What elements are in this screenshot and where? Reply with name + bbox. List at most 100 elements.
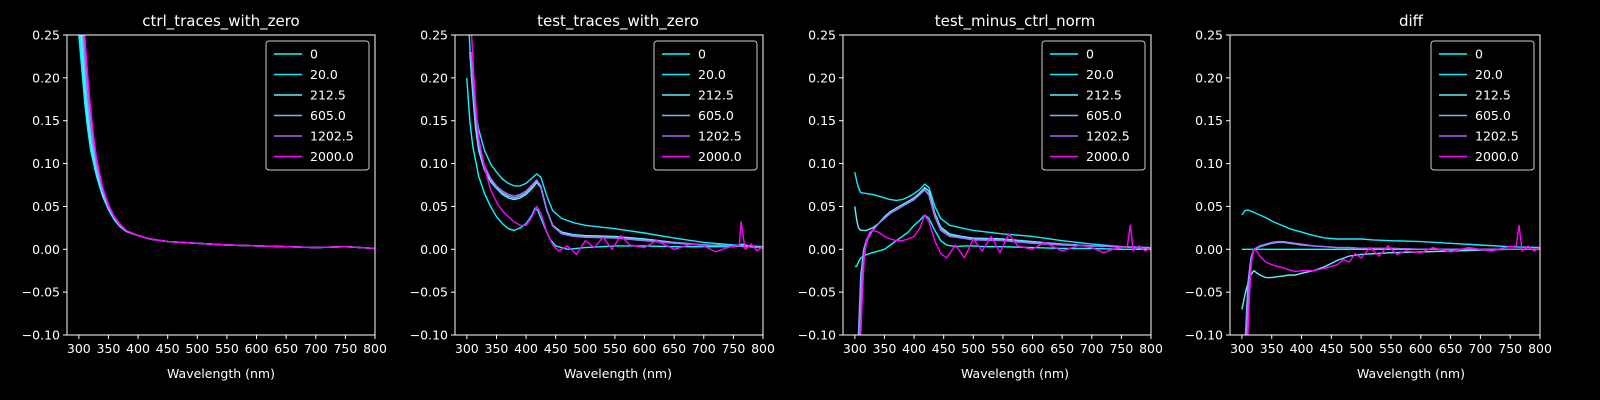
panel-3-xtick-label: 550 bbox=[991, 341, 1015, 356]
panel-3-ytick-label: 0.00 bbox=[808, 242, 836, 257]
panel-2-ytick-label: −0.05 bbox=[410, 285, 448, 300]
panel-3-series-5-line bbox=[860, 214, 1151, 335]
panel-1-ytick-label: 0.25 bbox=[32, 28, 60, 43]
panel-3-series-0-line bbox=[854, 214, 1151, 268]
panel-1-xtick-label: 600 bbox=[245, 341, 269, 356]
panel-1-xtick-label: 750 bbox=[333, 341, 357, 356]
panel-4-ytick-label: 0.10 bbox=[1195, 156, 1223, 171]
panel-4-ytick-label: 0.05 bbox=[1195, 199, 1223, 214]
panel-3-legend-label: 605.0 bbox=[1086, 108, 1122, 123]
panel-2-series-5-line bbox=[470, 35, 763, 256]
panel-4-legend: 0 20.0 212.5 605.0 1202.5 2000.0 bbox=[1430, 40, 1535, 171]
panel-3-legend-label: 20.0 bbox=[1086, 67, 1114, 82]
panel-4-xtick-label: 500 bbox=[1349, 341, 1373, 356]
panel-4-xlabel: Wavelength (nm) bbox=[1357, 366, 1465, 381]
panel-4-legend-label: 20.0 bbox=[1475, 67, 1503, 82]
panel-3-xtick-label: 300 bbox=[843, 341, 867, 356]
panel-1-xtick-label: 350 bbox=[97, 341, 121, 356]
panel-3-xtick-label: 750 bbox=[1109, 341, 1133, 356]
panel-3-series-2-line bbox=[854, 186, 1151, 250]
panel-4: diff Wavelength (nm) 300 350 400 450 500 550 6… bbox=[1185, 12, 1552, 381]
panel-4-xtick-label: 450 bbox=[1319, 341, 1343, 356]
panel-3-title: test_minus_ctrl_norm bbox=[935, 12, 1096, 31]
panel-1-ytick-label: 0.00 bbox=[32, 242, 60, 257]
panel-4-ytick-label: −0.10 bbox=[1185, 328, 1223, 343]
panel-4-legend-box bbox=[1430, 40, 1535, 171]
panel-2-legend-label: 605.0 bbox=[698, 108, 734, 123]
panel-1-ytick-label: 0.20 bbox=[32, 70, 60, 85]
panel-2-xtick-label: 350 bbox=[485, 341, 509, 356]
panel-1-ytick-label: −0.05 bbox=[22, 285, 60, 300]
panel-1-xtick-label: 450 bbox=[156, 341, 180, 356]
panel-1-xtick-label: 500 bbox=[185, 341, 209, 356]
panel-2-xlabel: Wavelength (nm) bbox=[564, 366, 672, 381]
panel-1-legend-label: 605.0 bbox=[310, 108, 346, 123]
panel-3: test_minus_ctrl_norm Wavelength (nm) 300… bbox=[798, 12, 1163, 381]
panel-4-legend-label: 2000.0 bbox=[1475, 149, 1519, 164]
panel-4-series-5-line bbox=[1247, 224, 1540, 335]
panel-1-xtick-label: 700 bbox=[304, 341, 328, 356]
panel-4-legend-label: 212.5 bbox=[1475, 88, 1511, 103]
panel-2-xtick-label: 750 bbox=[721, 341, 745, 356]
panel-1-ytick-label: 0.10 bbox=[32, 156, 60, 171]
panel-2-series-0-line bbox=[466, 77, 763, 251]
panel-4-xtick-label: 800 bbox=[1528, 341, 1552, 356]
panel-4-xtick-label: 650 bbox=[1439, 341, 1463, 356]
panel-1-ytick-label: −0.10 bbox=[22, 328, 60, 343]
panel-4-ytick-label: 0.00 bbox=[1195, 242, 1223, 257]
panel-1-xtick-label: 550 bbox=[215, 341, 239, 356]
panel-3-xlabel: Wavelength (nm) bbox=[961, 366, 1069, 381]
panel-3-series-1-line bbox=[854, 171, 1151, 249]
panel-2-ytick-label: −0.10 bbox=[410, 328, 448, 343]
panel-2-series-1-line bbox=[468, 35, 763, 248]
panel-1-ytick-label: 0.05 bbox=[32, 199, 60, 214]
panel-2-xtick-label: 650 bbox=[662, 341, 686, 356]
panel-1-legend-label: 1202.5 bbox=[310, 129, 354, 144]
panel-1-legend-label: 212.5 bbox=[310, 88, 346, 103]
panel-4-xtick-label: 700 bbox=[1468, 341, 1492, 356]
panel-1-legend-box bbox=[265, 40, 370, 171]
panel-3-xtick-label: 450 bbox=[932, 341, 956, 356]
panel-3-xtick-label: 350 bbox=[873, 341, 897, 356]
panel-4-legend-label: 1202.5 bbox=[1475, 129, 1519, 144]
panel-3-xtick-label: 400 bbox=[902, 341, 926, 356]
panel-1-ytick-label: 0.15 bbox=[32, 113, 60, 128]
panel-2-xtick-label: 400 bbox=[514, 341, 538, 356]
panel-1-xlabel: Wavelength (nm) bbox=[167, 366, 275, 381]
panel-1-legend: 0 20.0 212.5 605.0 1202.5 2000.0 bbox=[265, 40, 370, 171]
panel-4-xtick-label: 550 bbox=[1379, 341, 1403, 356]
panel-4-title: diff bbox=[1399, 12, 1424, 30]
panel-3-axes-frame bbox=[842, 34, 1152, 336]
panel-1: ctrl_traces_with_zero Wavelength (nm) 30… bbox=[22, 12, 387, 381]
panel-2-ytick-label: 0.05 bbox=[420, 199, 448, 214]
panel-3-legend-label: 1202.5 bbox=[1086, 129, 1130, 144]
panel-4-xtick-label: 600 bbox=[1409, 341, 1433, 356]
panel-3-legend-box bbox=[1041, 40, 1146, 171]
panel-4-xtick-label: 750 bbox=[1498, 341, 1522, 356]
panel-2-legend-label: 1202.5 bbox=[698, 129, 742, 144]
panel-3-legend-label: 2000.0 bbox=[1086, 149, 1130, 164]
panel-1-series-5-line bbox=[84, 35, 375, 250]
panel-3-xtick-label: 700 bbox=[1080, 341, 1104, 356]
panel-1-xtick-label: 300 bbox=[67, 341, 91, 356]
panel-2-legend-box bbox=[653, 40, 758, 171]
panel-4-xtick-label: 300 bbox=[1230, 341, 1254, 356]
panel-3-series-4-line bbox=[858, 189, 1151, 335]
panel-2-legend-label: 0 bbox=[698, 47, 706, 62]
panel-2-ytick-label: 0.20 bbox=[420, 70, 448, 85]
panel-3-ytick-label: 0.05 bbox=[808, 199, 836, 214]
panel-2-xtick-label: 450 bbox=[544, 341, 568, 356]
panel-2-series-4-line bbox=[470, 52, 763, 249]
panel-3-series-group bbox=[854, 171, 1151, 335]
panel-1-axes-frame bbox=[66, 34, 376, 336]
panel-2-xtick-label: 300 bbox=[455, 341, 479, 356]
panel-1-legend-label: 0 bbox=[310, 47, 318, 62]
panel-3-xtick-label: 800 bbox=[1139, 341, 1163, 356]
panel-4-ytick-label: 0.25 bbox=[1195, 28, 1223, 43]
panel-4-axes-frame bbox=[1229, 34, 1541, 336]
panel-3-legend-label: 0 bbox=[1086, 47, 1094, 62]
panel-2-legend-label: 20.0 bbox=[698, 67, 726, 82]
panel-1-series-group bbox=[78, 35, 375, 250]
panel-4-series-4-line bbox=[1246, 240, 1540, 335]
panel-2-axes-frame bbox=[454, 34, 764, 336]
